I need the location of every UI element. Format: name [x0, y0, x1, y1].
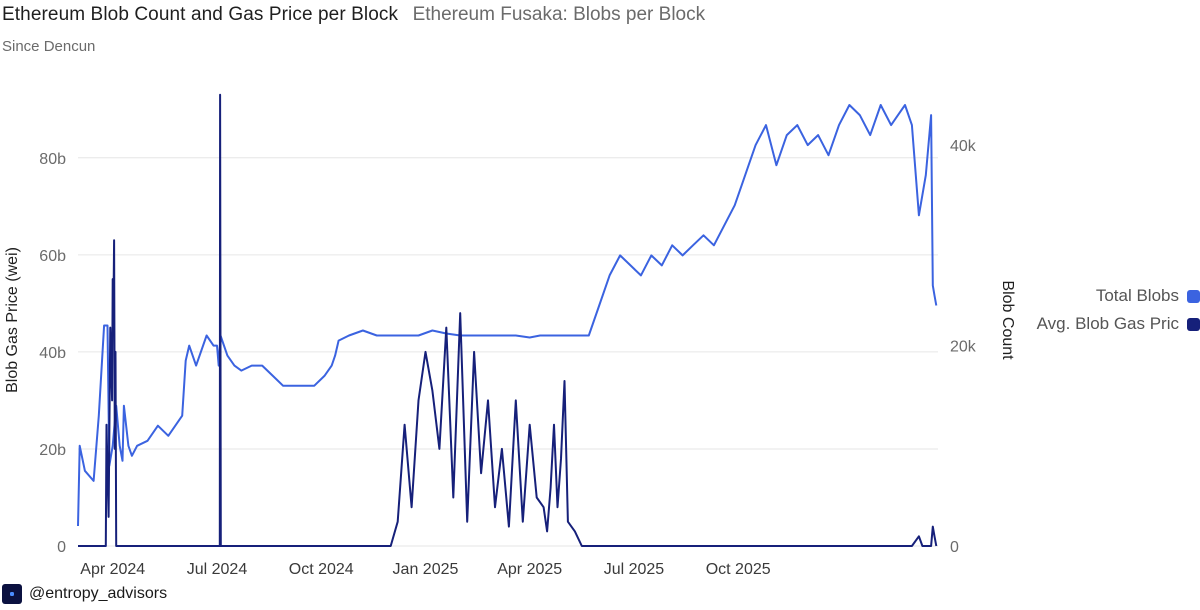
y-left-axis-title: Blob Gas Price (wei) [4, 247, 21, 393]
legend-item-total-blobs[interactable]: Total Blobs [1012, 282, 1200, 310]
chart-header: Ethereum Blob Count and Gas Price per Bl… [2, 4, 705, 26]
y-left-tick-label: 0 [57, 539, 66, 556]
y-left-tick-label: 20b [39, 442, 66, 459]
legend-label: Avg. Blob Gas Pric [1036, 314, 1179, 333]
legend-item-gas-price[interactable]: Avg. Blob Gas Pric [1012, 310, 1200, 338]
y-right-tick-label: 20k [950, 339, 977, 356]
series-line-avg-blob-gas-price [78, 93, 938, 547]
entropy-logo-icon [2, 584, 22, 604]
chart-title: Ethereum Blob Count and Gas Price per Bl… [2, 4, 399, 25]
y-right-tick-label: 0 [950, 539, 959, 556]
x-tick-label: Jan 2025 [393, 561, 459, 578]
legend-label: Total Blobs [1095, 286, 1179, 305]
series-line-total-blobs [77, 104, 938, 527]
author-handle[interactable]: @entropy_advisors [29, 585, 168, 602]
chart-caption: Since Dencun [2, 38, 96, 55]
legend-swatch [1187, 289, 1200, 303]
footer: @entropy_advisors [2, 584, 167, 604]
chart-subtitle: Ethereum Fusaka: Blobs per Block [412, 4, 706, 25]
y-right-tick-label: 40k [950, 138, 977, 155]
x-tick-label: Jul 2024 [187, 561, 248, 578]
y-left-tick-label: 60b [39, 248, 66, 265]
y-right-axis-title: Blob Count [999, 280, 1016, 360]
y-left-tick-label: 40b [39, 345, 66, 362]
y-left-tick-label: 80b [39, 151, 66, 168]
x-tick-label: Jul 2025 [604, 561, 665, 578]
legend-swatch [1187, 317, 1200, 331]
legend: Total Blobs Avg. Blob Gas Pric [1012, 282, 1200, 338]
x-tick-label: Apr 2024 [80, 561, 145, 578]
x-tick-label: Oct 2025 [706, 561, 771, 578]
x-tick-label: Oct 2024 [289, 561, 354, 578]
x-tick-label: Apr 2025 [497, 561, 562, 578]
